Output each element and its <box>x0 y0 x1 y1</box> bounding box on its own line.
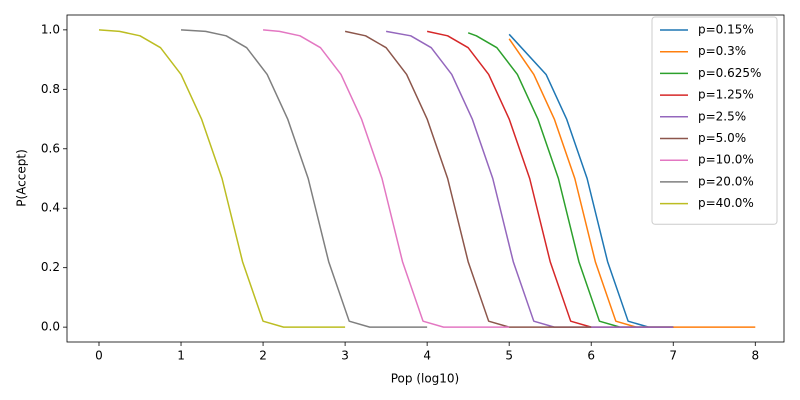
legend-label: p=0.3% <box>698 44 746 58</box>
legend-label: p=1.25% <box>698 88 754 102</box>
x-tick-label: 7 <box>669 349 677 363</box>
series-line <box>344 30 592 328</box>
series-line <box>508 38 756 328</box>
series-line <box>467 32 674 328</box>
x-tick-label: 3 <box>341 349 349 363</box>
series-line <box>98 29 346 328</box>
y-tick-label: 0.2 <box>41 260 60 274</box>
x-tick-label: 8 <box>751 349 759 363</box>
legend: p=0.15% p=0.3% p=0.625% p=1.25% p=2.5% p=5.0%… <box>651 16 778 225</box>
x-tick-label: 1 <box>177 349 185 363</box>
series-line <box>180 29 428 328</box>
y-tick-label: 0.0 <box>41 320 60 334</box>
y-tick-label: 0.8 <box>41 82 60 96</box>
series-line <box>508 33 674 328</box>
legend-label: p=10.0% <box>698 153 754 167</box>
y-tick-label: 0.4 <box>41 201 60 215</box>
y-tick-label: 0.6 <box>41 141 60 155</box>
x-axis-label: Pop (log10) <box>391 372 460 386</box>
legend-label: p=40.0% <box>698 196 754 210</box>
series-line <box>263 29 510 328</box>
x-tick-label: 4 <box>423 349 431 363</box>
legend-label: p=0.15% <box>698 23 754 37</box>
y-tick-label: 1.0 <box>41 22 60 36</box>
series-line <box>385 30 674 328</box>
x-tick-label: 5 <box>505 349 513 363</box>
x-tick-label: 6 <box>587 349 595 363</box>
legend-label: p=20.0% <box>698 174 754 188</box>
series-line <box>426 30 674 328</box>
legend-box <box>651 16 778 225</box>
plot-frame <box>66 14 785 343</box>
legend-label: p=5.0% <box>698 131 746 145</box>
legend-label: p=0.625% <box>698 66 761 80</box>
x-tick-label: 0 <box>95 349 103 363</box>
x-tick-label: 2 <box>259 349 267 363</box>
y-axis-label: P(Accept) <box>15 149 29 207</box>
legend-label: p=2.5% <box>698 109 746 123</box>
